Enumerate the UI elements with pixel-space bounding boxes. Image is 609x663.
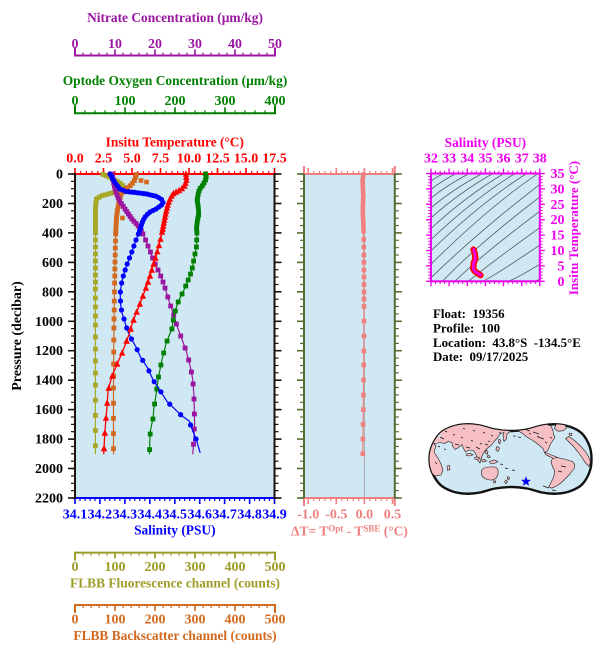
svg-text:35: 35 (551, 167, 565, 182)
svg-text:200: 200 (145, 560, 166, 575)
svg-text:2.5: 2.5 (95, 152, 113, 167)
svg-text:40: 40 (228, 37, 242, 52)
svg-text:33: 33 (442, 151, 456, 166)
svg-text:-0.5: -0.5 (325, 508, 347, 523)
svg-text:100: 100 (115, 94, 136, 109)
svg-text:10: 10 (108, 37, 122, 52)
svg-text:10.0: 10.0 (177, 152, 202, 167)
svg-text:Float: 19356: Float: 19356 (433, 307, 505, 321)
svg-text:0: 0 (72, 94, 79, 109)
svg-text:36: 36 (497, 151, 511, 166)
svg-text:100: 100 (105, 613, 126, 628)
svg-text:30: 30 (188, 37, 202, 52)
svg-text:FLBB Fluorescence channel (cou: FLBB Fluorescence channel (counts) (70, 576, 280, 591)
svg-text:800: 800 (42, 285, 63, 300)
svg-text:34: 34 (460, 151, 474, 166)
svg-text:600: 600 (42, 256, 63, 271)
svg-text:34.6: 34.6 (187, 508, 212, 523)
svg-text:34.5: 34.5 (163, 508, 188, 523)
svg-text:34.8: 34.8 (237, 508, 262, 523)
svg-text:20: 20 (148, 37, 162, 52)
svg-text:1800: 1800 (35, 433, 63, 448)
svg-text:0: 0 (72, 613, 79, 628)
svg-text:10: 10 (551, 244, 565, 259)
svg-text:Date: 09/17/2025: Date: 09/17/2025 (433, 350, 528, 364)
svg-text:Profile: 100: Profile: 100 (433, 321, 500, 335)
svg-text:500: 500 (265, 560, 286, 575)
svg-text:Pressure (decibar): Pressure (decibar) (10, 281, 25, 391)
svg-text:ΔT= TOpt - TSBE (°C): ΔT= TOpt - TSBE (°C) (291, 524, 408, 539)
svg-text:400: 400 (42, 226, 63, 241)
svg-text:0.0: 0.0 (356, 508, 374, 523)
svg-text:0.5: 0.5 (384, 508, 402, 523)
svg-text:100: 100 (105, 560, 126, 575)
svg-text:1200: 1200 (35, 344, 63, 359)
svg-text:Salinity (PSU): Salinity (PSU) (134, 523, 215, 538)
svg-text:25: 25 (551, 198, 565, 213)
svg-text:34.9: 34.9 (262, 508, 287, 523)
svg-text:Insitu Temperature (°C): Insitu Temperature (°C) (566, 161, 581, 295)
svg-text:20: 20 (551, 213, 565, 228)
svg-text:1000: 1000 (35, 315, 63, 330)
svg-text:200: 200 (145, 613, 166, 628)
svg-text:38: 38 (533, 151, 547, 166)
svg-text:400: 400 (225, 560, 246, 575)
svg-text:34.2: 34.2 (88, 508, 113, 523)
svg-text:12.5: 12.5 (205, 152, 230, 167)
svg-text:32: 32 (424, 151, 438, 166)
svg-text:5: 5 (558, 259, 565, 274)
svg-text:200: 200 (42, 197, 63, 212)
svg-text:400: 400 (225, 613, 246, 628)
svg-text:1600: 1600 (35, 403, 63, 418)
svg-text:34.7: 34.7 (212, 508, 237, 523)
svg-text:0: 0 (72, 560, 79, 575)
svg-text:400: 400 (265, 94, 286, 109)
svg-text:2200: 2200 (35, 492, 63, 507)
svg-text:Location: 43.8°S -134.5°E: Location: 43.8°S -134.5°E (433, 336, 581, 350)
svg-text:2000: 2000 (35, 462, 63, 477)
svg-text:34.3: 34.3 (113, 508, 138, 523)
svg-text:0: 0 (56, 168, 63, 183)
svg-text:30: 30 (551, 182, 565, 197)
svg-text:300: 300 (215, 94, 236, 109)
svg-text:-1.0: -1.0 (297, 508, 319, 523)
svg-text:300: 300 (185, 613, 206, 628)
svg-text:200: 200 (165, 94, 186, 109)
svg-text:7.5: 7.5 (152, 152, 170, 167)
svg-text:Salinity (PSU): Salinity (PSU) (445, 135, 526, 150)
svg-text:50: 50 (268, 37, 282, 52)
svg-text:0: 0 (558, 275, 565, 290)
svg-text:37: 37 (515, 151, 529, 166)
svg-text:35: 35 (478, 151, 492, 166)
svg-text:5.0: 5.0 (123, 152, 141, 167)
svg-text:15: 15 (551, 229, 565, 244)
svg-text:1400: 1400 (35, 374, 63, 389)
svg-text:Insitu Temperature (°C): Insitu Temperature (°C) (106, 135, 244, 150)
svg-text:15.0: 15.0 (234, 152, 259, 167)
svg-text:17.5: 17.5 (262, 152, 287, 167)
svg-text:300: 300 (185, 560, 206, 575)
svg-text:FLBB Backscatter channel (coun: FLBB Backscatter channel (counts) (73, 628, 276, 643)
svg-text:34.1: 34.1 (63, 508, 88, 523)
svg-text:500: 500 (265, 613, 286, 628)
svg-text:0.0: 0.0 (66, 152, 84, 167)
svg-text:Nitrate Concentration (µm/kg): Nitrate Concentration (µm/kg) (87, 10, 263, 25)
svg-text:Optode Oxygen Concentration (µ: Optode Oxygen Concentration (µm/kg) (63, 73, 288, 88)
svg-text:34.4: 34.4 (138, 508, 163, 523)
svg-text:0: 0 (72, 37, 79, 52)
